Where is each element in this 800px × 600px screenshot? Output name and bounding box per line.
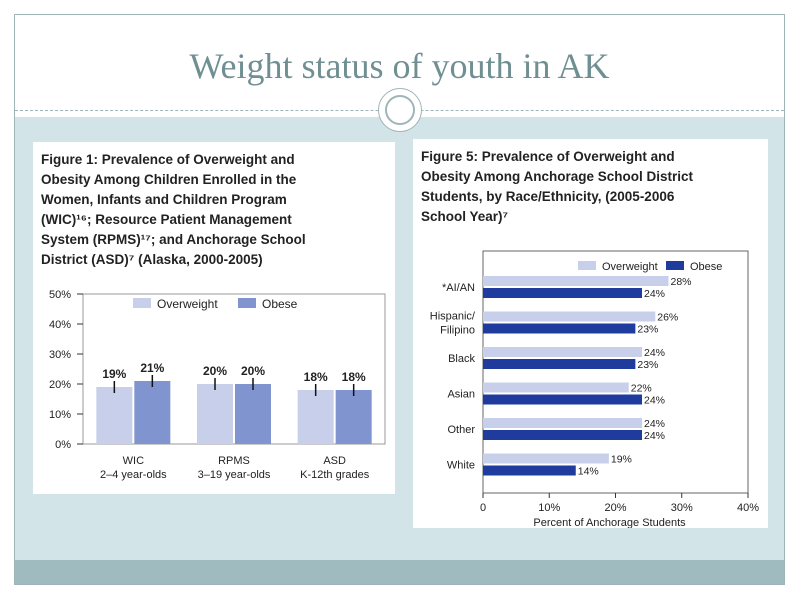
- bar-obese: [483, 359, 636, 369]
- y-tick-label: 20%: [49, 379, 71, 391]
- bar-obese: [134, 381, 171, 444]
- category-label: *AI/AN: [442, 282, 475, 294]
- slide-frame: [14, 14, 785, 585]
- legend-swatch: [578, 261, 596, 270]
- data-label: 24%: [644, 395, 665, 407]
- figure1-caption-line: District (ASD)⁷ (Alaska, 2000-2005): [41, 252, 263, 267]
- bar-obese: [483, 394, 642, 405]
- figure1-caption-line: Women, Infants and Children Program: [41, 192, 287, 207]
- figure1-caption: Figure 1: Prevalence of Overweight and O…: [41, 150, 381, 270]
- data-label: 24%: [644, 347, 665, 359]
- bar-overweight: [483, 418, 642, 428]
- bar-overweight: [483, 311, 656, 322]
- data-label: 23%: [637, 359, 658, 371]
- legend-swatch: [666, 261, 684, 270]
- category-sublabel: 3–19 year-olds: [198, 469, 271, 481]
- x-tick-label: 30%: [671, 502, 693, 514]
- category-sublabel: 2–4 year-olds: [100, 469, 167, 481]
- circle-ornament-inner: [385, 95, 415, 125]
- data-label: 20%: [241, 364, 265, 378]
- data-label: 28%: [671, 276, 692, 288]
- legend-swatch: [133, 298, 151, 308]
- figure1-caption-line: System (RPMS)¹⁷; and Anchorage School: [41, 232, 306, 247]
- category-label: ASD: [323, 455, 346, 467]
- category-label: RPMS: [218, 455, 250, 467]
- bar-obese: [335, 390, 372, 444]
- legend-label: Overweight: [157, 297, 218, 311]
- figure1-caption-line: Figure 1: Prevalence of Overweight and: [41, 152, 295, 167]
- data-label: 24%: [644, 430, 665, 442]
- category-label: Hispanic/: [430, 311, 476, 323]
- data-label: 18%: [304, 370, 328, 384]
- figure5-caption: Figure 5: Prevalence of Overweight and O…: [421, 147, 761, 227]
- bar-overweight: [483, 347, 642, 357]
- bar-overweight: [197, 384, 233, 444]
- x-tick-label: 20%: [604, 502, 626, 514]
- y-tick-label: 10%: [49, 409, 71, 421]
- y-tick-label: 30%: [49, 349, 71, 361]
- bar-overweight: [297, 390, 334, 444]
- category-label: White: [447, 460, 475, 472]
- bar-obese: [483, 430, 642, 440]
- bar-overweight: [483, 382, 629, 393]
- category-sublabel: Filipino: [440, 325, 475, 337]
- data-label: 24%: [644, 418, 665, 430]
- figure5-panel: Figure 5: Prevalence of Overweight and O…: [413, 139, 768, 528]
- bar-overweight: [483, 453, 609, 464]
- figure5-caption-line: School Year)⁷: [421, 209, 509, 224]
- x-tick-label: 10%: [538, 502, 560, 514]
- y-tick-label: 40%: [49, 319, 71, 331]
- bar-obese: [235, 384, 271, 444]
- x-tick-label: 0: [480, 502, 486, 514]
- data-label: 22%: [631, 383, 652, 395]
- data-label: 24%: [644, 288, 665, 300]
- category-label: Asian: [447, 389, 475, 401]
- category-sublabel: K-12th grades: [300, 469, 370, 481]
- bar-obese: [483, 323, 636, 334]
- legend-label: Obese: [690, 261, 722, 273]
- y-tick-label: 50%: [49, 289, 71, 301]
- data-label: 21%: [140, 361, 164, 375]
- data-label: 26%: [657, 312, 678, 324]
- footer-bar: [15, 560, 784, 584]
- bar-obese: [483, 465, 576, 476]
- x-tick-label: 40%: [737, 502, 759, 514]
- category-label: WIC: [123, 455, 144, 467]
- legend-swatch: [238, 298, 256, 308]
- data-label: 19%: [102, 367, 126, 381]
- legend-label: Obese: [262, 297, 298, 311]
- figure5-caption-line: Students, by Race/Ethnicity, (2005-2006: [421, 189, 675, 204]
- bar-overweight: [483, 276, 669, 286]
- data-label: 14%: [578, 466, 599, 478]
- plot-area: [82, 293, 386, 445]
- bar-overweight: [96, 387, 133, 444]
- slide-title: Weight status of youth in AK: [189, 46, 610, 86]
- figure5-caption-line: Obesity Among Anchorage School District: [421, 169, 694, 184]
- figure1-caption-line: (WIC)¹⁶; Resource Patient Management: [41, 212, 292, 227]
- figure1-panel: Figure 1: Prevalence of Overweight and O…: [33, 142, 395, 494]
- figure5-chart: 0 10% 20% 30% 40% Percent of Anchorage Studen…: [430, 250, 759, 528]
- figure5-caption-line: Figure 5: Prevalence of Overweight and: [421, 149, 675, 164]
- x-axis-title: Percent of Anchorage Students: [533, 517, 686, 528]
- bar-obese: [483, 288, 642, 298]
- category-label: Other: [447, 424, 475, 436]
- data-label: 20%: [203, 364, 227, 378]
- data-label: 19%: [611, 454, 632, 466]
- data-label: 18%: [342, 370, 366, 384]
- figure1-chart: 0% 10% 20% 30% 40% 50% 19% 21% WIC 2–4 year-olds 2…: [49, 289, 386, 481]
- figure1-caption-line: Obesity Among Children Enrolled in the: [41, 172, 297, 187]
- circle-ornament-icon: [378, 88, 422, 132]
- y-tick-label: 0%: [55, 439, 71, 451]
- data-label: 23%: [637, 324, 658, 336]
- legend-label: Overweight: [602, 261, 658, 273]
- category-label: Black: [448, 353, 475, 365]
